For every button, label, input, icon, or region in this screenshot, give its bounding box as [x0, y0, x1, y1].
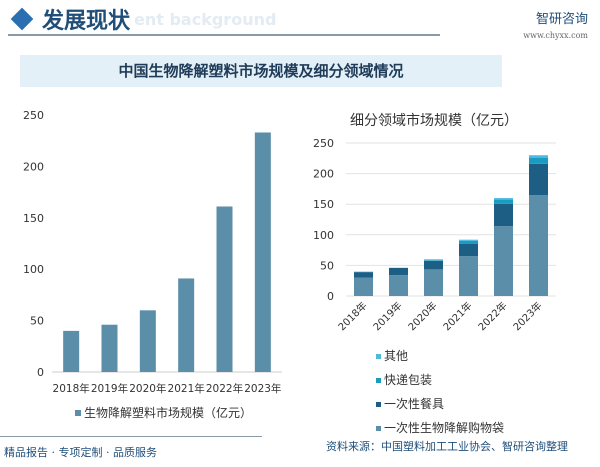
bar-segment: [424, 269, 443, 296]
y-tick-label: 0: [327, 290, 334, 303]
bar-segment: [459, 240, 478, 244]
y-tick-label: 100: [313, 229, 334, 242]
x-tick-label: 2022年: [206, 382, 243, 395]
source-note: 资料来源：中国塑料加工工业协会、智研咨询整理: [326, 440, 568, 453]
y-tick-label: 0: [37, 366, 44, 379]
footer-divider: [0, 436, 262, 437]
bar-segment: [494, 198, 513, 200]
y-tick-label: 50: [320, 259, 334, 272]
chart-title: 细分领域市场规模（亿元）: [350, 112, 518, 129]
brand-logo: 智研咨询 www.chyxx.com: [523, 8, 588, 40]
x-tick-label: 2023年: [244, 382, 281, 395]
bar-segment: [424, 260, 443, 261]
legend-swatch: [376, 378, 381, 383]
legend-swatch: [75, 410, 81, 416]
y-tick-label: 50: [30, 315, 44, 328]
x-tick-label: 2020年: [405, 299, 439, 333]
y-tick-label: 200: [313, 168, 334, 181]
bar: [101, 324, 118, 372]
bar-segment: [494, 199, 513, 204]
main-title: 中国生物降解塑料市场规模及细分领域情况: [20, 55, 502, 87]
y-tick-label: 150: [23, 212, 44, 225]
bar-segment: [459, 239, 478, 241]
y-tick-label: 250: [313, 137, 334, 150]
x-tick-label: 2022年: [475, 299, 509, 333]
bar: [216, 206, 233, 372]
legend-label: 一次性餐具: [384, 396, 444, 411]
x-tick-label: 2019年: [370, 299, 404, 333]
bar-segment: [389, 267, 408, 276]
x-tick-label: 2023年: [510, 299, 544, 333]
section-subtitle: ent background: [134, 9, 277, 29]
bar-segment: [354, 277, 373, 296]
section-title: 发展现状: [42, 8, 131, 34]
bar: [139, 310, 156, 372]
x-tick-label: 2018年: [335, 299, 369, 333]
legend-label: 其他: [384, 349, 408, 363]
y-tick-label: 250: [23, 109, 44, 122]
bar-segment: [529, 163, 548, 196]
brand-url: www.chyxx.com: [523, 31, 588, 40]
legend-label: 快递包装: [384, 373, 432, 387]
legend-swatch: [376, 426, 381, 431]
brand-name: 智研咨询: [535, 12, 588, 27]
x-tick-label: 2021年: [168, 382, 205, 395]
bar-segment: [529, 155, 548, 158]
bar-segment: [459, 256, 478, 296]
bar-segment: [459, 243, 478, 257]
bar: [63, 330, 80, 372]
bar-segment: [354, 272, 373, 278]
section-header: 发展现状 ent background: [10, 4, 276, 34]
bar-segment: [494, 226, 513, 296]
bar: [178, 278, 195, 372]
y-tick-label: 100: [23, 263, 44, 276]
x-tick-label: 2020年: [129, 382, 166, 395]
bar-segment: [529, 157, 548, 164]
legend-swatch: [376, 402, 381, 407]
legend-label: 生物降解塑料市场规模（亿元）: [84, 405, 252, 420]
bar-segment: [389, 275, 408, 296]
x-tick-label: 2018年: [53, 382, 90, 395]
x-tick-label: 2019年: [91, 382, 128, 395]
bar-segment: [424, 259, 443, 261]
legend-label: 一次性生物降解购物袋: [384, 420, 504, 435]
y-tick-label: 150: [313, 198, 334, 211]
bar-segment: [529, 195, 548, 296]
bar: [254, 132, 271, 372]
footer-slogan: 精品报告 · 专项定制 · 品质服务: [4, 446, 157, 459]
legend-swatch: [376, 354, 381, 359]
header-divider: [8, 34, 440, 36]
x-tick-label: 2021年: [440, 299, 474, 333]
bar-segment: [494, 203, 513, 227]
bar-segment: [424, 260, 443, 270]
y-tick-label: 200: [23, 160, 44, 173]
